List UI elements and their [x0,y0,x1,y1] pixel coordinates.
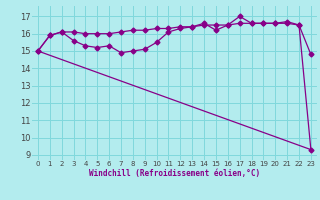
X-axis label: Windchill (Refroidissement éolien,°C): Windchill (Refroidissement éolien,°C) [89,169,260,178]
